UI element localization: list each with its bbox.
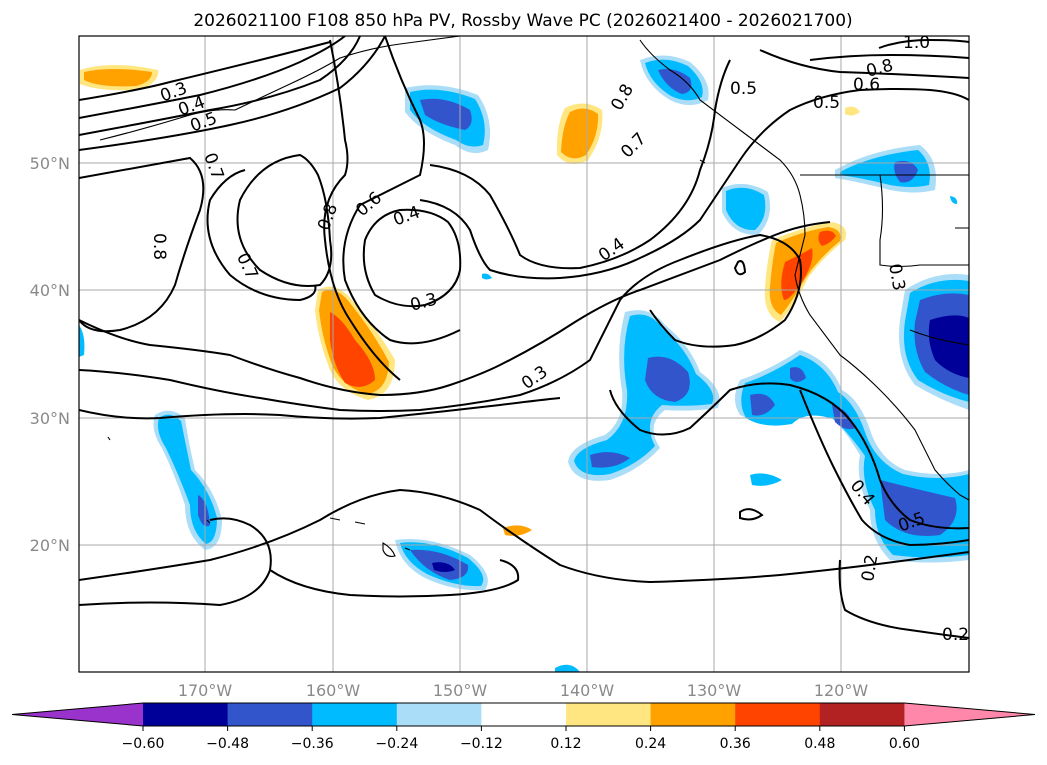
- colorbar-segment: [566, 703, 652, 726]
- colorbar-tick-label: −0.48: [206, 736, 249, 752]
- colorbar-tick-label: −0.36: [291, 736, 334, 752]
- colorbar-tick-label: −0.60: [122, 736, 165, 752]
- contour-label: 0.5: [730, 79, 757, 99]
- pv-negative-area: [420, 98, 472, 130]
- contour-label: 0.6: [853, 75, 880, 95]
- pv-negative-area: [750, 393, 775, 416]
- lat-label: 50°N: [30, 154, 70, 173]
- colorbar-segment: [312, 703, 398, 726]
- pv-negative-area: [198, 495, 210, 527]
- coastlines: [99, 36, 969, 557]
- map-frame: [78, 35, 970, 673]
- colorbar-segment: [227, 703, 313, 726]
- pv-negative-area: [432, 562, 455, 572]
- pv-negative-area: [894, 161, 918, 183]
- pv-negative-area: [658, 69, 692, 94]
- colorbar-segment: [396, 703, 482, 726]
- lat-label: 30°N: [30, 409, 70, 428]
- lon-label: 150°W: [433, 681, 488, 700]
- contour-label: 0.2: [942, 625, 969, 645]
- lat-label: 40°N: [30, 281, 70, 300]
- lon-label: 120°W: [814, 681, 869, 700]
- pv-negative-area: [574, 314, 714, 476]
- contour-label: 1.0: [903, 33, 930, 53]
- colorbar-tick-label: −0.24: [375, 736, 418, 752]
- colorbar-segment: [143, 703, 229, 726]
- contour-label: 0.3: [884, 262, 908, 292]
- pv-positive-area: [503, 525, 532, 536]
- pv-positive-area: [561, 108, 599, 159]
- pv-positive-area: [845, 106, 860, 116]
- graticule: [79, 36, 969, 672]
- colorbar-segment: [481, 703, 567, 726]
- colorbar-tick-label: 0.36: [720, 736, 751, 752]
- colorbar-tick-label: 0.24: [635, 736, 666, 752]
- colorbar-tick-label: −0.12: [460, 736, 503, 752]
- colorbar-segment: [650, 703, 736, 726]
- pv-negative-area: [645, 356, 690, 402]
- colorbar-tick-label: 0.60: [889, 736, 920, 752]
- pv-negative-area: [950, 196, 958, 204]
- pv-negative-area: [79, 325, 85, 357]
- pv-negative-area: [590, 452, 630, 468]
- pv-positive-area: [84, 69, 152, 87]
- pv-negative-area: [880, 480, 957, 536]
- pv-negative-area: [555, 664, 580, 672]
- pv-negative-area: [928, 315, 969, 378]
- pv-negative-area: [482, 273, 492, 280]
- colorbar: −0.60 −0.48 −0.36 −0.24 −0.12 0.12 0.24 0.36 0.4…: [11, 702, 1036, 752]
- lon-label: 170°W: [178, 681, 233, 700]
- colorbar-tick-label: 0.12: [550, 736, 581, 752]
- pv-positive-area: [330, 312, 375, 387]
- colorbar-segment: [819, 703, 905, 726]
- colorbar-extend-low: [12, 703, 143, 726]
- lat-label: 20°N: [30, 536, 70, 555]
- pv-shading: [79, 55, 969, 672]
- latitude-labels: 50°N 40°N 30°N 20°N: [30, 154, 70, 555]
- colorbar-segment: [735, 703, 821, 726]
- pv-negative-area: [832, 405, 855, 430]
- contour-label: 0.8: [149, 233, 169, 260]
- pv-positive-area: [818, 230, 836, 246]
- colorbar-tick-label: 0.48: [804, 736, 835, 752]
- map-title: 2026021100 F108 850 hPa PV, Rossby Wave …: [193, 11, 852, 31]
- contour-label: 0.5: [813, 93, 840, 113]
- pv-negative-area: [790, 367, 806, 382]
- lon-label: 130°W: [687, 681, 742, 700]
- longitude-labels: 170°W 160°W 150°W 140°W 130°W 120°W: [178, 681, 869, 700]
- lon-label: 140°W: [560, 681, 615, 700]
- pv-positive-area: [781, 248, 813, 300]
- map-area: [79, 36, 969, 672]
- pv-contours: [79, 36, 969, 639]
- colorbar-extend-high: [904, 703, 1035, 726]
- contour-label: 0.2: [858, 553, 882, 583]
- pv-negative-area: [750, 473, 782, 486]
- lon-label: 160°W: [306, 681, 361, 700]
- pv-negative-area: [726, 187, 766, 231]
